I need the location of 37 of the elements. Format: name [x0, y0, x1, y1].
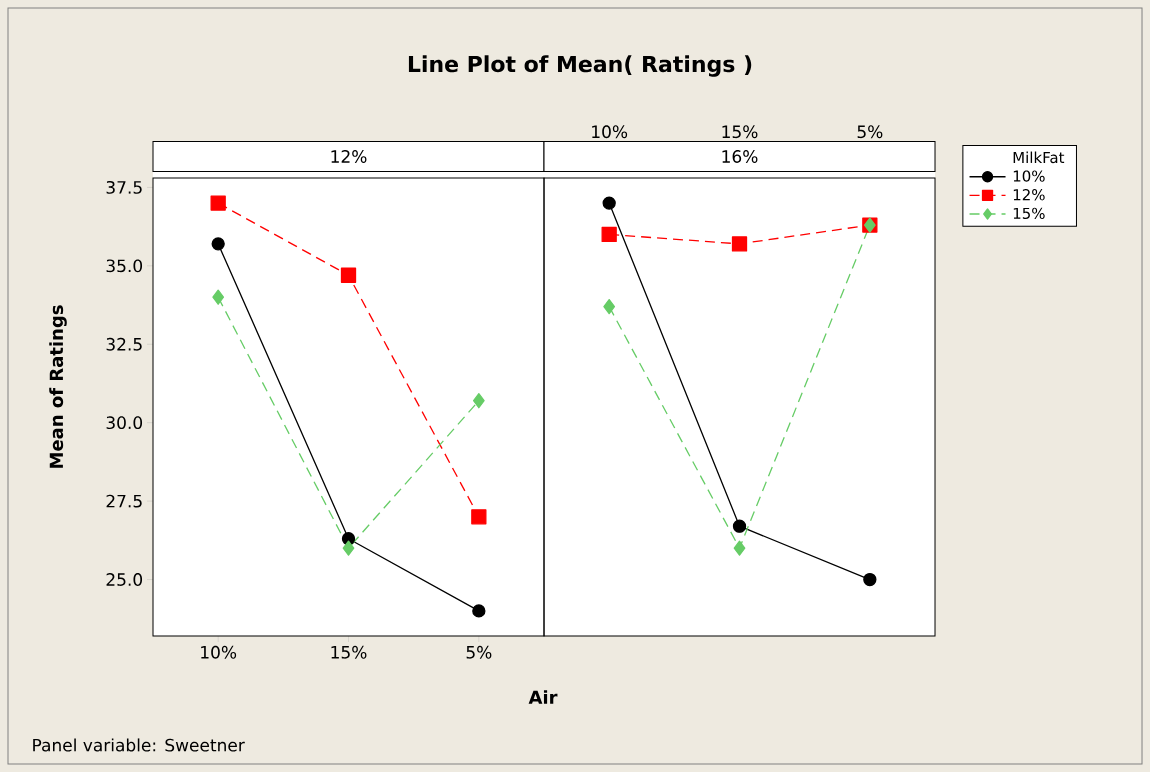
point: [212, 289, 225, 305]
x-tick-label: 15%: [722, 125, 758, 139]
y-axis-title: Mean of Ratings: [49, 305, 67, 468]
point: [731, 236, 748, 252]
point: [733, 540, 746, 556]
x-tick-label: 5%: [466, 645, 492, 659]
point: [603, 298, 616, 315]
point: [472, 393, 485, 409]
point: [471, 509, 487, 525]
point: [602, 196, 616, 210]
point: [211, 237, 225, 251]
chart-title: 12%: [331, 150, 367, 163]
x-tick-label: 15%: [331, 645, 367, 659]
legend-label: 10%: [1013, 170, 1045, 182]
y-tick-label: 30.0: [106, 416, 143, 430]
legend-label: 12%: [1013, 189, 1045, 201]
x-axis-title: Air: [528, 690, 558, 704]
y-tick-label: 37.5: [106, 180, 142, 194]
point: [210, 195, 226, 211]
x-tick-label: 10%: [201, 645, 237, 659]
legend-title: MilkFat: [1013, 151, 1065, 164]
x-tick-label: 10%: [592, 125, 628, 139]
text: Line Plot of Mean( Ratings ): [408, 55, 752, 77]
chart-title: 16%: [722, 150, 758, 163]
text: Panel variable: Sweetner: [33, 738, 245, 752]
point: [342, 540, 355, 556]
point: [601, 226, 617, 243]
point: [340, 267, 357, 283]
legend-label: 15%: [1013, 207, 1045, 220]
y-tick-label: 35.0: [106, 259, 143, 273]
point: [863, 572, 877, 587]
y-tick-label: 27.5: [106, 494, 142, 508]
point: [472, 604, 486, 618]
x-tick-label: 5%: [857, 125, 883, 139]
y-tick-label: 32.5: [106, 337, 142, 351]
point: [732, 519, 747, 533]
y-tick-label: 25.0: [106, 573, 143, 586]
